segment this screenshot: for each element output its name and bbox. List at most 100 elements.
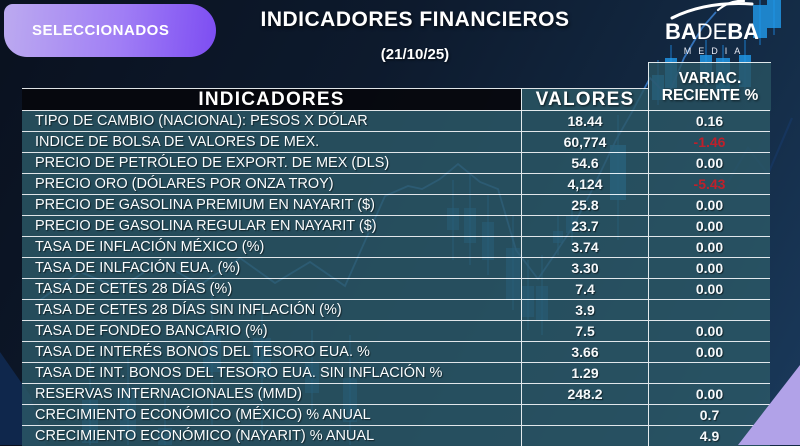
indicator-name-label: TASA DE INT. BONOS DEL TESORO EUA. SIN I… xyxy=(35,365,443,381)
indicator-value: 60,774 xyxy=(521,132,648,152)
indicator-variation: 0.00 xyxy=(648,279,770,299)
report-date: (21/10/25) xyxy=(380,46,450,63)
indicator-name: TASA DE FONDEO BANCARIO (%) xyxy=(22,321,521,341)
indicator-value: 18.44 xyxy=(521,111,648,131)
indicator-name: PRECIO DE GASOLINA REGULAR EN NAYARIT ($… xyxy=(22,216,521,236)
indicator-value-label: 54.6 xyxy=(571,155,599,171)
table-row: PRECIO DE GASOLINA PREMIUM EN NAYARIT ($… xyxy=(22,194,770,215)
table-row: TASA DE INTERÉS BONOS DEL TESORO EUA. % 3… xyxy=(22,341,770,362)
indicator-variation-label: -5.43 xyxy=(693,176,726,192)
indicator-variation-label: 0.7 xyxy=(699,407,720,423)
indicator-value: 3.30 xyxy=(521,258,648,278)
indicator-value-label: 4,124 xyxy=(567,176,603,192)
table-row: INDICE DE BOLSA DE VALORES DE MEX. 60,774… xyxy=(22,131,770,152)
indicator-value: 1.29 xyxy=(521,363,648,383)
indicator-value-label: 3.30 xyxy=(571,260,599,276)
indicator-variation-label: 0.00 xyxy=(695,344,724,360)
indicator-value xyxy=(521,405,648,425)
indicator-variation: 0.00 xyxy=(648,153,770,173)
logo-wordmark: BADEBA xyxy=(636,21,788,43)
indicator-value-label: 3.9 xyxy=(575,302,595,318)
indicator-name: TIPO DE CAMBIO (NACIONAL): PESOS X DÓLAR xyxy=(22,111,521,131)
indicator-value: 23.7 xyxy=(521,216,648,236)
indicator-value: 25.8 xyxy=(521,195,648,215)
indicator-variation-label: 0.00 xyxy=(695,218,724,234)
indicator-value-label: 60,774 xyxy=(563,134,607,150)
indicator-value: 54.6 xyxy=(521,153,648,173)
indicator-value: 248.2 xyxy=(521,384,648,404)
indicator-name: TASA DE INLFACIÓN EUA. (%) xyxy=(22,258,521,278)
selected-badge-label: SELECCIONADOS xyxy=(32,22,170,39)
indicator-value-label: 1.29 xyxy=(571,365,599,381)
indicator-name-label: RESERVAS INTERNACIONALES (MMD) xyxy=(35,386,302,402)
table-row: TASA DE INT. BONOS DEL TESORO EUA. SIN I… xyxy=(22,362,770,383)
indicator-value-label: 18.44 xyxy=(567,113,603,129)
indicator-value: 7.4 xyxy=(521,279,648,299)
indicator-name: RESERVAS INTERNACIONALES (MMD) xyxy=(22,384,521,404)
table-row: TASA DE INFLACIÓN MÉXICO (%) 3.74 0.00 xyxy=(22,236,770,257)
indicator-name-label: INDICE DE BOLSA DE VALORES DE MEX. xyxy=(35,134,320,150)
indicator-value: 3.9 xyxy=(521,300,648,320)
indicator-variation: 0.00 xyxy=(648,342,770,362)
corner-triangle-decoration xyxy=(738,365,800,445)
indicator-variation-label: 0.00 xyxy=(695,260,724,276)
indicator-name-label: PRECIO DE PETRÓLEO DE EXPORT. DE MEX (DL… xyxy=(35,155,390,171)
indicator-value: 4,124 xyxy=(521,174,648,194)
indicator-variation-label: 0.16 xyxy=(695,113,724,129)
indicator-value-label: 248.2 xyxy=(567,386,603,402)
table-row: CRECIMIENTO ECONÓMICO (MÉXICO) % ANUAL 0.… xyxy=(22,404,770,425)
indicator-variation-label: 0.00 xyxy=(695,323,724,339)
indicator-value: 7.5 xyxy=(521,321,648,341)
table-row: PRECIO DE GASOLINA REGULAR EN NAYARIT ($… xyxy=(22,215,770,236)
indicator-name-label: PRECIO ORO (DÓLARES POR ONZA TROY) xyxy=(35,176,334,192)
indicator-variation: 0.00 xyxy=(648,321,770,341)
table-row: TASA DE CETES 28 DÍAS (%) 7.4 0.00 xyxy=(22,278,770,299)
indicator-variation xyxy=(648,300,770,320)
table-row: RESERVAS INTERNACIONALES (MMD) 248.2 0.00 xyxy=(22,383,770,404)
page-title: INDICADORES FINANCIEROS xyxy=(260,8,570,31)
indicator-value-label: 23.7 xyxy=(571,218,599,234)
indicator-name-label: PRECIO DE GASOLINA REGULAR EN NAYARIT ($… xyxy=(35,218,377,234)
indicator-variation: -5.43 xyxy=(648,174,770,194)
indicator-variation-label: 0.00 xyxy=(695,155,724,171)
indicator-name: TASA DE INT. BONOS DEL TESORO EUA. SIN I… xyxy=(22,363,521,383)
column-header-variacion: VARIAC. RECIENTE % xyxy=(648,62,771,111)
header: INDICADORES FINANCIEROS (21/10/25) xyxy=(200,8,630,63)
variacion-header-line2: RECIENTE % xyxy=(661,87,759,104)
indicator-name: TASA DE CETES 28 DÍAS SIN INFLACIÓN (%) xyxy=(22,300,521,320)
indicator-variation-label: 0.00 xyxy=(695,386,724,402)
indicator-variation: 0.16 xyxy=(648,111,770,131)
indicator-name-label: TASA DE CETES 28 DÍAS (%) xyxy=(35,281,233,297)
indicator-name: TASA DE INTERÉS BONOS DEL TESORO EUA. % xyxy=(22,342,521,362)
indicator-name: CRECIMIENTO ECONÓMICO (NAYARIT) % ANUAL xyxy=(22,426,521,446)
logo-part-de: DE xyxy=(696,19,728,44)
table-row: PRECIO ORO (DÓLARES POR ONZA TROY) 4,124 -… xyxy=(22,173,770,194)
table-row: TASA DE CETES 28 DÍAS SIN INFLACIÓN (%) 3… xyxy=(22,299,770,320)
indicator-variation: 0.00 xyxy=(648,237,770,257)
indicator-value-label: 7.5 xyxy=(575,323,595,339)
indicator-name: PRECIO DE GASOLINA PREMIUM EN NAYARIT ($… xyxy=(22,195,521,215)
selected-badge: SELECCIONADOS xyxy=(4,4,216,57)
indicator-variation: 0.00 xyxy=(648,195,770,215)
table-header-row: INDICADORES VALORES xyxy=(22,88,648,111)
indicator-variation: 0.00 xyxy=(648,258,770,278)
column-header-valores: VALORES xyxy=(521,89,648,111)
indicator-name-label: TASA DE INFLACIÓN MÉXICO (%) xyxy=(35,239,265,255)
indicator-value-label: 7.4 xyxy=(575,281,595,297)
badeba-logo: BADEBA MEDIA xyxy=(636,0,788,56)
indicator-variation: 0.00 xyxy=(648,216,770,236)
indicator-value-label: 3.66 xyxy=(571,344,599,360)
indicator-name-label: PRECIO DE GASOLINA PREMIUM EN NAYARIT ($… xyxy=(35,197,376,213)
indicator-value: 3.74 xyxy=(521,237,648,257)
indicator-name-label: TASA DE INLFACIÓN EUA. (%) xyxy=(35,260,241,276)
indicator-name: CRECIMIENTO ECONÓMICO (MÉXICO) % ANUAL xyxy=(22,405,521,425)
indicator-variation-label: 4.9 xyxy=(699,428,720,444)
table-row: TASA DE INLFACIÓN EUA. (%) 3.30 0.00 xyxy=(22,257,770,278)
indicator-name-label: TIPO DE CAMBIO (NACIONAL): PESOS X DÓLAR xyxy=(35,113,368,129)
table-row: TIPO DE CAMBIO (NACIONAL): PESOS X DÓLAR… xyxy=(22,110,770,131)
indicator-variation-label: 0.00 xyxy=(695,197,724,213)
indicator-name: TASA DE INFLACIÓN MÉXICO (%) xyxy=(22,237,521,257)
logo-part-ba1: BA xyxy=(664,19,697,44)
table-row: TASA DE FONDEO BANCARIO (%) 7.5 0.00 xyxy=(22,320,770,341)
indicator-name-label: TASA DE FONDEO BANCARIO (%) xyxy=(35,323,268,339)
